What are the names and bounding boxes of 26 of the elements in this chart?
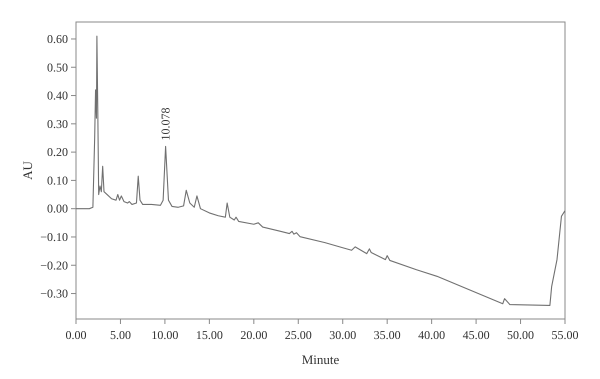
y-tick-label: 0.20 (47, 145, 68, 160)
x-tick-label: 50.00 (507, 328, 534, 342)
y-tick-label: 0.10 (47, 173, 68, 188)
y-tick-label: 0.60 (47, 32, 68, 46)
x-tick-label: 55.00 (552, 328, 578, 342)
x-tick-label: 20.00 (240, 328, 268, 342)
y-tick-label: −0.20 (40, 258, 68, 272)
x-tick-label: 0.00 (66, 328, 86, 342)
x-tick-label: 40.00 (418, 328, 446, 342)
x-tick-label: 35.00 (374, 328, 401, 342)
x-axis-title: Minute (302, 352, 340, 367)
x-tick-label: 5.00 (110, 328, 131, 342)
x-tick-label: 45.00 (462, 328, 490, 342)
x-tick-label: 10.00 (151, 328, 178, 342)
x-tick-label: 15.00 (196, 328, 223, 342)
y-axis-title: AU (20, 160, 35, 180)
line-series (75, 36, 566, 306)
annotation: 10.078 (158, 107, 173, 140)
y-tick-label: −0.10 (40, 230, 68, 244)
y-tick-label: 0.00 (47, 202, 68, 216)
y-tick-label: −0.30 (40, 286, 68, 301)
x-tick-label: 25.00 (284, 328, 312, 342)
y-tick-label: 0.30 (47, 116, 68, 131)
y-tick-label: 0.50 (47, 60, 68, 74)
y-tick-label: 0.40 (47, 88, 68, 103)
x-tick-label: 30.00 (329, 328, 356, 342)
